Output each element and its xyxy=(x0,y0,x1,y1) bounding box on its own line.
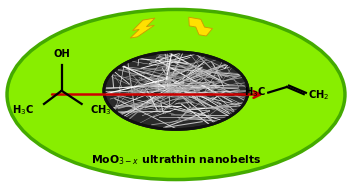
Ellipse shape xyxy=(7,9,345,180)
Text: MoO$_{3-x}$ ultrathin nanobelts: MoO$_{3-x}$ ultrathin nanobelts xyxy=(91,153,261,167)
Circle shape xyxy=(104,52,248,129)
Text: H$_3$C: H$_3$C xyxy=(12,103,33,117)
Polygon shape xyxy=(130,18,155,38)
Text: CH$_3$: CH$_3$ xyxy=(90,103,112,117)
Text: H$_3$C: H$_3$C xyxy=(244,85,266,99)
Text: CH$_2$: CH$_2$ xyxy=(308,88,329,102)
Text: OH: OH xyxy=(53,49,70,59)
Polygon shape xyxy=(189,17,213,36)
